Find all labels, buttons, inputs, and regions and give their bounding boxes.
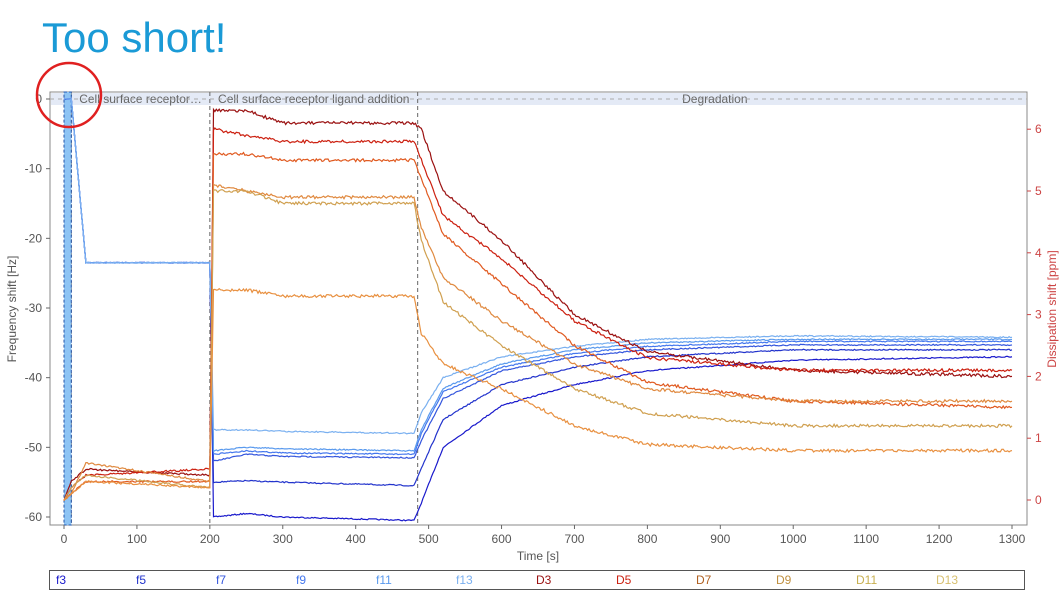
x-tick-label: 1100	[853, 532, 879, 546]
x-tick-label: 1200	[926, 532, 953, 546]
y2-tick-label: 3	[1035, 308, 1042, 322]
x-tick-label: 700	[564, 532, 584, 546]
x-tick-label: 800	[637, 532, 657, 546]
series-line-D11	[63, 188, 1013, 502]
series-line-D13	[63, 287, 1013, 501]
series-line-f7	[64, 98, 1013, 462]
y-tick-label: 0	[35, 92, 42, 106]
series-line-f9	[63, 98, 1013, 456]
y-tick-label: -30	[25, 301, 43, 315]
legend-item-D7[interactable]: D7	[696, 573, 712, 587]
slide-title: Too short!	[42, 14, 227, 61]
plot-area	[49, 91, 1028, 526]
y-tick-label: -10	[25, 162, 43, 176]
x-tick-label: 200	[200, 532, 220, 546]
y2-tick-label: 2	[1035, 369, 1042, 383]
x-tick-label: 900	[710, 532, 730, 546]
x-tick-label: 100	[127, 532, 147, 546]
y2-tick-label: 5	[1035, 184, 1042, 198]
legend-item-D13[interactable]: D13	[936, 573, 959, 587]
legend-item-f3[interactable]: f3	[56, 573, 67, 587]
legend-item-f7[interactable]: f7	[216, 573, 227, 587]
series-line-f13	[64, 98, 1013, 435]
x-tick-label: 500	[419, 532, 439, 546]
red-circle-annotation	[35, 61, 103, 129]
series-line-D3	[63, 107, 1013, 501]
y-axis-label: Frequency shift [Hz]	[5, 256, 19, 363]
series-line-f3	[63, 98, 1013, 522]
x-tick-label: 300	[273, 532, 293, 546]
legend-item-D9[interactable]: D9	[776, 573, 792, 587]
phase-label: Cell surface receptor ligand addition	[218, 92, 409, 106]
highlight-region	[63, 91, 72, 526]
x-axis-label: Time [s]	[517, 549, 559, 563]
y-tick-label: -60	[25, 510, 43, 524]
y-tick-label: -20	[25, 231, 43, 245]
x-tick-label: 0	[61, 532, 68, 546]
x-tick-label: 400	[346, 532, 366, 546]
y2-tick-label: 1	[1035, 431, 1042, 445]
y2-tick-label: 0	[1035, 493, 1042, 507]
series-line-f5	[63, 98, 1013, 487]
y2-tick-label: 6	[1035, 122, 1042, 136]
series-line-D7	[63, 151, 1013, 500]
y2-tick-label: 4	[1035, 246, 1042, 260]
legend-item-f5[interactable]: f5	[136, 573, 147, 587]
legend-item-D3[interactable]: D3	[536, 573, 552, 587]
x-tick-label: 1300	[999, 532, 1026, 546]
series-line-D9	[63, 183, 1013, 500]
y-tick-label: -50	[25, 440, 43, 454]
series-line-D5	[63, 127, 1013, 501]
x-tick-label: 1000	[780, 532, 807, 546]
legend-item-f13[interactable]: f13	[456, 573, 473, 587]
y-tick-label: -40	[25, 371, 43, 385]
y2-axis-label: Dissipation shift [ppm]	[1045, 250, 1059, 367]
legend-item-f11[interactable]: f11	[376, 573, 392, 587]
series-line-f11	[63, 98, 1013, 453]
x-tick-label: 600	[492, 532, 512, 546]
legend-item-D11[interactable]: D11	[856, 573, 878, 587]
legend-item-D5[interactable]: D5	[616, 573, 632, 587]
legend: f3 f5 f7 f9 f11 f13 D3 D5 D7 D9 D11 D13	[49, 570, 1025, 590]
legend-item-f9[interactable]: f9	[296, 573, 307, 587]
